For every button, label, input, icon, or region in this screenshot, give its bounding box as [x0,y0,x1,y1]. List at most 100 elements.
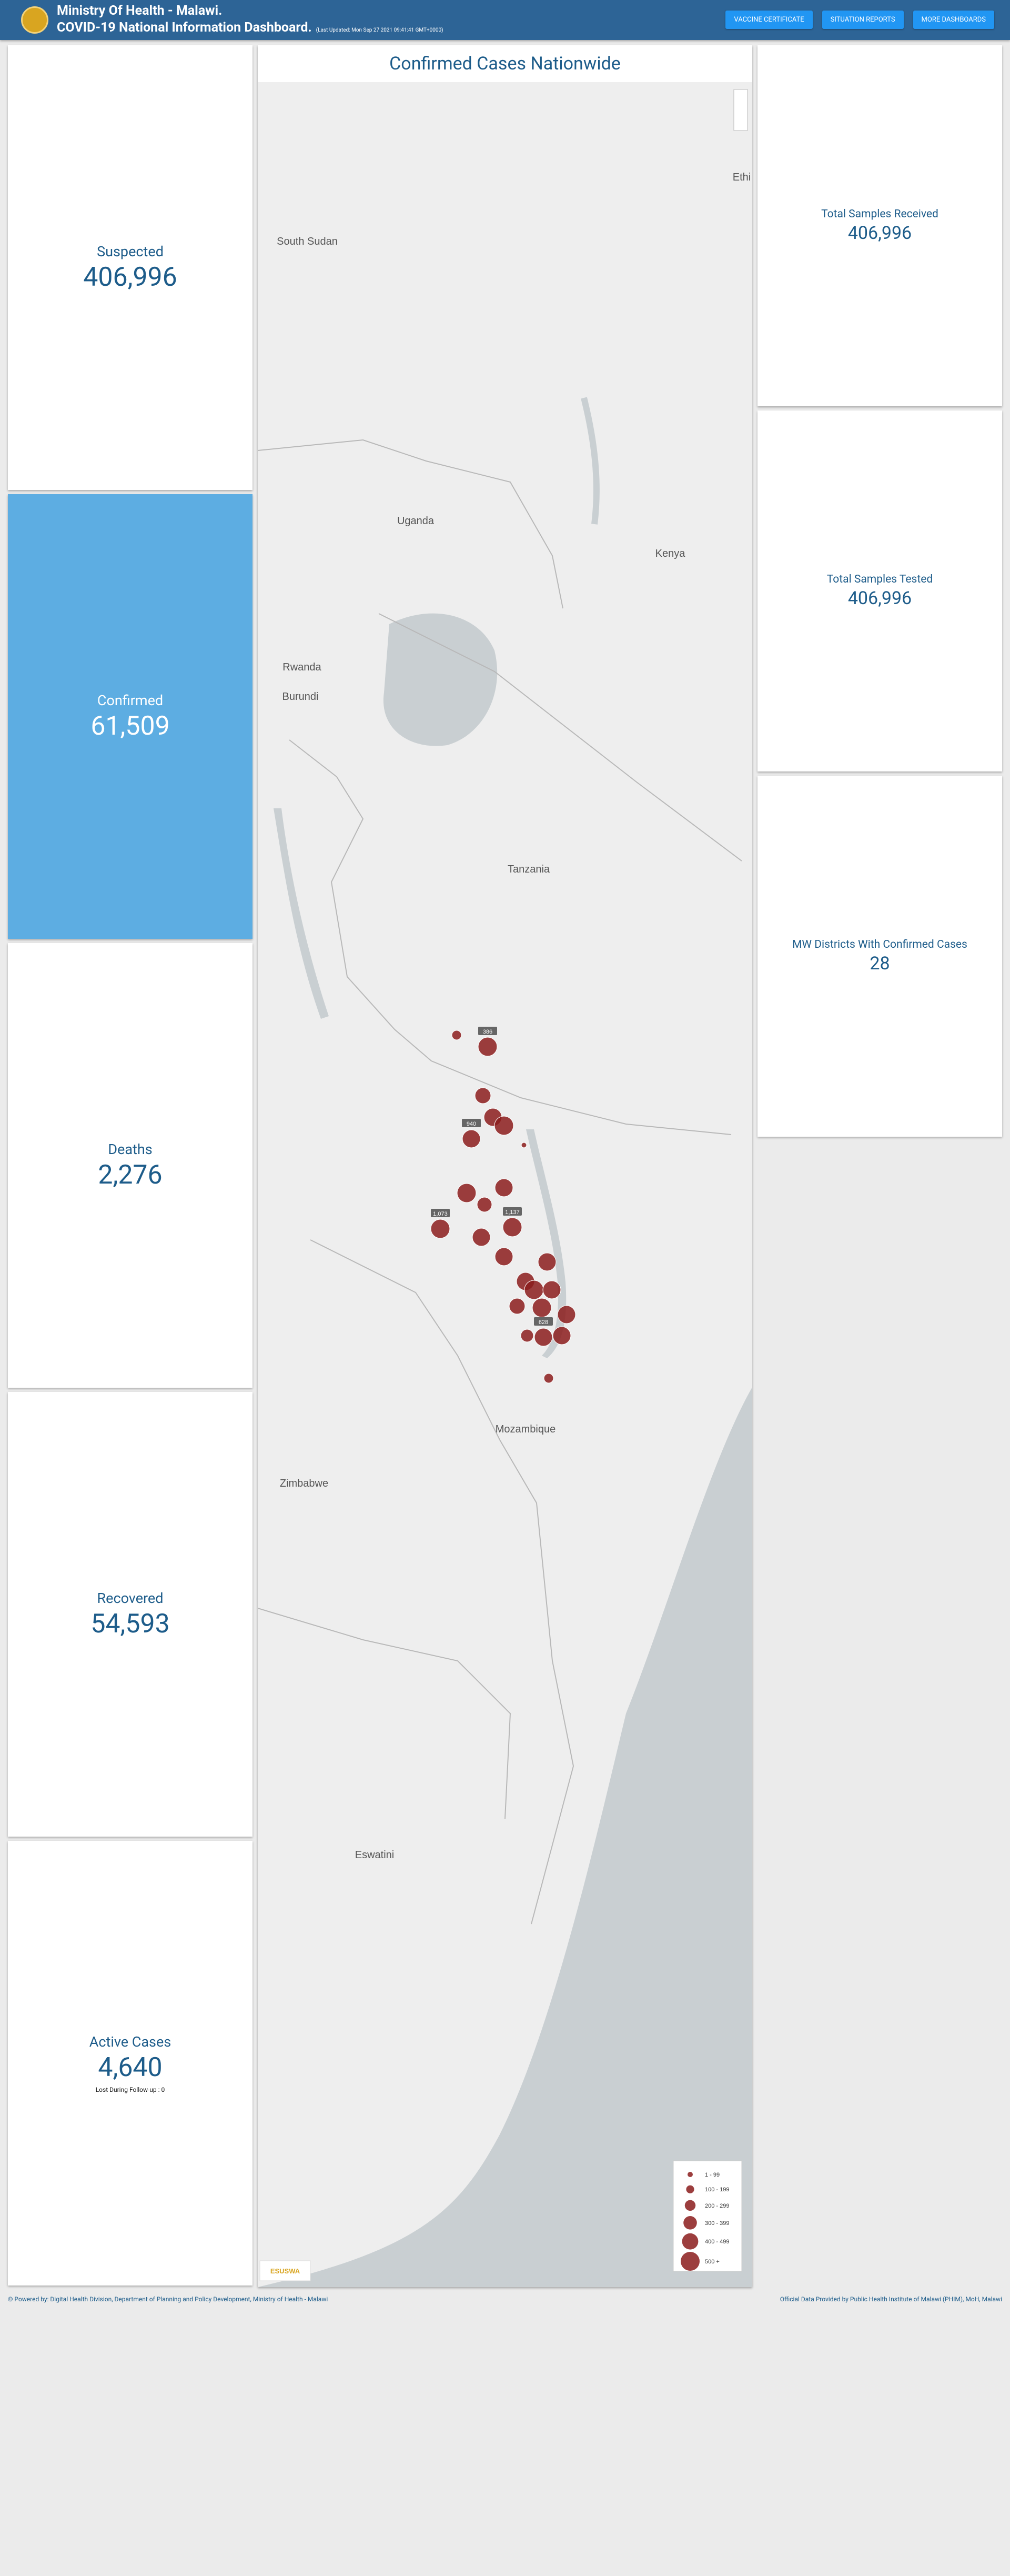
stat-label: Recovered [97,1589,164,1607]
case-bubble [557,1305,576,1324]
legend-swatch [682,2233,699,2250]
legend-box [673,2160,742,2272]
stat-value: 2,276 [98,1159,163,1190]
stat-card: Active Cases 4,640 Lost During Follow-up :… [8,1841,252,2286]
stat-value: 406,996 [83,262,177,293]
stat-value: 28 [870,953,890,974]
map-title: Confirmed Cases Nationwide [389,53,621,74]
bubble-label: 386 [483,1029,492,1035]
lake-tanganyika [274,808,329,1019]
place-label: Ethi [733,172,751,183]
case-bubble [520,1329,534,1342]
place-label: Mozambique [496,1424,556,1435]
place-label: Uganda [397,515,435,527]
lake-victoria [383,613,498,746]
case-bubble [477,1197,492,1212]
bubble-label: 628 [539,1319,548,1326]
stat-value: 406,996 [847,223,912,244]
subtitle: COVID-19 National Information Dashboard. [57,20,312,35]
stat-label: Confirmed [97,691,164,709]
bubble-label: 1,137 [505,1209,520,1216]
borders [257,439,742,1925]
stat-value: 406,996 [847,588,912,609]
nav-button[interactable]: MORE DASHBOARDS [913,11,994,29]
case-bubble [494,1247,513,1266]
legend-swatch [684,2200,696,2211]
case-bubble [502,1217,522,1237]
case-bubble [494,1116,514,1136]
legend-label: 200 - 299 [705,2203,729,2209]
last-updated: (Last Updated: Mon Sep 27 2021 09:41:41 … [316,27,443,33]
zoom-controls [733,89,748,131]
stat-label: MW Districts With Confirmed Cases [792,938,967,951]
attribution: ESUSWA [270,2267,300,2275]
place-label: Kenya [655,548,686,559]
case-bubble [524,1280,544,1300]
bubble-label-bg [462,1119,481,1127]
logo [21,6,48,34]
legend-label: 400 - 499 [705,2239,729,2245]
bubble-label-bg [478,1027,497,1035]
stat-card: Recovered 54,593 [8,1392,252,1837]
case-bubble [472,1228,491,1247]
case-bubble [474,1087,491,1104]
stat-label: Suspected [97,243,164,260]
bubble-label: 1,073 [433,1211,448,1217]
sea [258,1387,752,2287]
legend-label: 100 - 199 [705,2187,729,2193]
place-label: Zimbabwe [280,1478,328,1489]
case-bubble [494,1178,513,1197]
place-label: South Sudan [277,236,338,247]
place-label: Burundi [282,691,319,703]
stat-label: Active Cases [89,2033,171,2050]
case-bubble [542,1280,561,1299]
map: South Sudan Uganda Kenya Rwanda Burundi Tanza… [257,82,752,2287]
bubble-label-bg [534,1317,553,1326]
case-bubble [430,1219,450,1239]
case-bubble [457,1183,477,1203]
case-bubble [538,1252,557,1271]
legend-label: 300 - 399 [705,2220,729,2227]
nav-buttons: VACCINE CERTIFICATE SITUATION REPORTS MORE… [725,11,994,29]
case-bubble [534,1328,553,1347]
place-label: Tanzania [508,864,550,875]
legend-swatch [681,2252,700,2271]
footer-right: Official Data Provided by Public Health … [780,2296,1002,2303]
bubble-label-bg [503,1207,522,1216]
legend-swatch [683,2216,697,2230]
stat-card: Total Samples Tested 406,996 [758,410,1002,771]
footer-left: © Powered by: Digital Health Division, D… [8,2296,328,2303]
bubble-label: 940 [467,1121,476,1127]
header: Ministry Of Health - Malawi. COVID-19 Na… [0,0,1010,40]
stat-value: 4,640 [98,2052,163,2083]
nav-button[interactable]: VACCINE CERTIFICATE [725,11,813,29]
legend-label: 1 - 99 [705,2172,720,2178]
case-bubble [451,1030,462,1040]
case-bubble [478,1037,498,1057]
stat-label: Deaths [108,1140,153,1158]
stat-value: 61,509 [90,710,170,741]
stat-value: 54,593 [90,1608,170,1639]
stat-label: Total Samples Tested [826,573,933,586]
stat-card: Confirmed 61,509 [8,494,252,939]
map-card: Confirmed Cases Nationwide South Sudan Ug… [257,45,752,2287]
lake-turkana [581,397,600,525]
header-title: Ministry Of Health - Malawi. [57,3,223,18]
bubble-label-bg [431,1209,450,1217]
nav-button[interactable]: SITUATION REPORTS [822,11,904,29]
stat-card: Total Samples Received 406,996 [758,45,1002,406]
legend-swatch [686,2185,694,2193]
header-subtitle: COVID-19 National Information Dashboard.… [57,20,443,35]
attribution-box [259,2260,311,2281]
lake-malawi [526,1129,567,1358]
stat-note: Lost During Follow-up : 0 [95,2086,165,2093]
case-bubble [509,1298,526,1315]
case-bubble [462,1129,481,1148]
case-bubble [521,1142,527,1148]
case-bubble [552,1326,571,1345]
stat-card: Deaths 2,276 [8,943,252,1388]
legend-label: 500 + [705,2259,720,2265]
case-bubble [532,1298,552,1318]
legend-swatch [688,2172,693,2177]
